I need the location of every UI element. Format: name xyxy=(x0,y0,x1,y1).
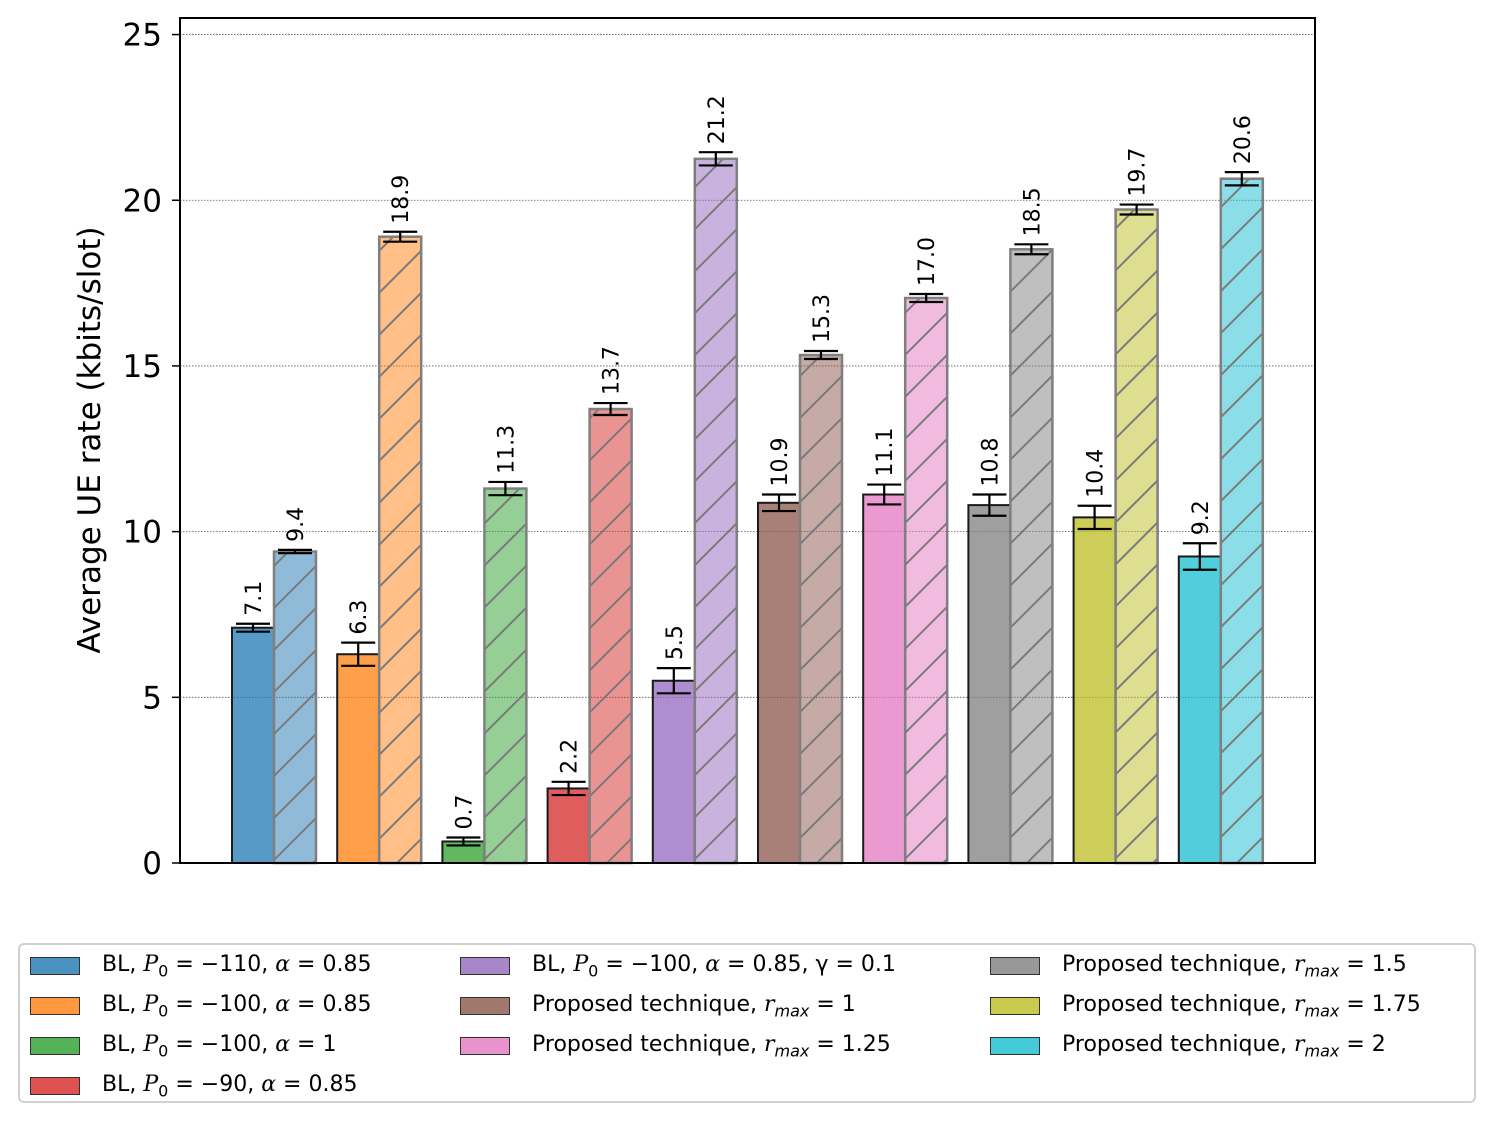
bar-upper-hatch xyxy=(693,157,739,865)
data-label: 15.3 xyxy=(810,294,835,343)
legend-item: BL, P0 = −90, α = 0.85 xyxy=(30,1071,357,1101)
bar-baseline xyxy=(336,653,381,864)
bar-baseline xyxy=(231,626,275,864)
y-tick-label: 25 xyxy=(123,18,162,54)
y-axis-label: Average UE rate (kbits/slot) xyxy=(72,226,108,653)
legend-item: Proposed technique, rmax = 1.25 xyxy=(460,1031,891,1061)
legend-swatch xyxy=(30,957,80,975)
y-tick-label: 5 xyxy=(142,680,162,716)
data-label: 11.3 xyxy=(494,425,519,474)
y-axis-ticks: 0 5 10 15 20 25 xyxy=(123,18,180,882)
data-label: 11.1 xyxy=(873,428,898,477)
bar-chart: 7.1 9.4 6.3 18.9 0.7 11.3 2.2 13.7 5.5 21.2 10.9 15… xyxy=(72,17,1316,882)
bar-upper-hatch xyxy=(1009,248,1054,865)
legend-swatch xyxy=(30,1077,80,1095)
bar-baseline xyxy=(757,501,801,864)
legend-item: BL, P0 = −100, α = 1 xyxy=(30,1031,336,1061)
bars xyxy=(231,157,1265,865)
data-label: 13.7 xyxy=(600,346,625,395)
bar-baseline xyxy=(862,493,907,864)
legend-label: BL, P0 = −100, α = 0.85 xyxy=(102,991,372,1021)
legend-item: Proposed technique, rmax = 1.5 xyxy=(990,951,1407,981)
bar-upper-hatch xyxy=(1114,208,1159,865)
plot-frame xyxy=(179,17,1316,864)
legend-item: Proposed technique, rmax = 1.75 xyxy=(990,991,1421,1021)
data-label: 17.0 xyxy=(915,237,940,286)
bar-baseline xyxy=(546,787,591,864)
legend-swatch xyxy=(990,1037,1040,1055)
legend-item: Proposed technique, rmax = 2 xyxy=(990,1031,1386,1061)
bar-upper-hatch xyxy=(483,487,528,865)
legend-item: Proposed technique, rmax = 1 xyxy=(460,991,856,1021)
legend-label: Proposed technique, rmax = 2 xyxy=(1062,1031,1386,1061)
data-label: 2.2 xyxy=(558,739,583,774)
y-tick-label: 20 xyxy=(123,183,162,219)
data-labels: 7.1 9.4 6.3 18.9 0.7 11.3 2.2 13.7 5.5 21.2 10.9 15… xyxy=(242,95,1256,829)
legend-label: BL, P0 = −100, α = 1 xyxy=(102,1031,337,1061)
legend: BL, P0 = −110, α = 0.85 BL, P0 = −100, α … xyxy=(18,943,1476,1103)
legend-label: Proposed technique, rmax = 1.5 xyxy=(1062,951,1407,981)
data-label: 9.4 xyxy=(284,507,309,542)
y-tick-label: 0 xyxy=(142,846,162,882)
data-label: 20.6 xyxy=(1231,115,1256,164)
bar-upper-hatch xyxy=(1219,177,1265,865)
data-label: 21.2 xyxy=(705,95,730,144)
data-label: 10.9 xyxy=(768,438,793,487)
bar-upper-hatch xyxy=(377,235,423,865)
data-label: 10.4 xyxy=(1084,449,1109,498)
data-label: 5.5 xyxy=(663,625,688,660)
legend-swatch xyxy=(30,997,80,1015)
legend-swatch xyxy=(990,957,1040,975)
bar-upper-hatch xyxy=(798,353,844,865)
legend-item: BL, P0 = −100, α = 0.85, γ = 0.1 xyxy=(460,951,896,981)
bar-baseline xyxy=(1177,555,1222,865)
legend-label: BL, P0 = −90, α = 0.85 xyxy=(102,1071,358,1101)
legend-swatch xyxy=(460,957,510,975)
data-label: 6.3 xyxy=(347,600,372,635)
data-label: 0.7 xyxy=(452,794,477,829)
legend-label: BL, P0 = −110, α = 0.85 xyxy=(102,951,372,981)
bar-upper-hatch xyxy=(588,407,633,865)
legend-label: Proposed technique, rmax = 1.25 xyxy=(532,1031,891,1061)
bar-upper-hatch xyxy=(272,550,318,865)
legend-swatch xyxy=(460,997,510,1015)
data-label: 18.9 xyxy=(389,175,414,224)
bar-baseline xyxy=(1072,516,1117,864)
bar-upper-hatch xyxy=(903,296,949,865)
legend-label: Proposed technique, rmax = 1.75 xyxy=(1062,991,1421,1021)
data-label: 7.1 xyxy=(242,581,267,616)
y-tick-label: 15 xyxy=(123,349,162,385)
bar-baseline xyxy=(967,504,1012,864)
error-bars xyxy=(236,151,1259,847)
legend-item: BL, P0 = −100, α = 0.85 xyxy=(30,991,371,1021)
bar-baseline xyxy=(651,679,696,865)
legend-label: BL, P0 = −100, α = 0.85, γ = 0.1 xyxy=(532,951,896,981)
legend-item: BL, P0 = −110, α = 0.85 xyxy=(30,951,371,981)
legend-label: Proposed technique, rmax = 1 xyxy=(532,991,856,1021)
data-label: 10.8 xyxy=(978,438,1003,487)
data-label: 9.2 xyxy=(1189,500,1214,535)
legend-swatch xyxy=(990,997,1040,1015)
y-tick-label: 10 xyxy=(123,515,162,551)
data-label: 18.5 xyxy=(1020,187,1045,236)
legend-swatch xyxy=(460,1037,510,1055)
legend-swatch xyxy=(30,1037,80,1055)
data-label: 19.7 xyxy=(1126,148,1151,197)
